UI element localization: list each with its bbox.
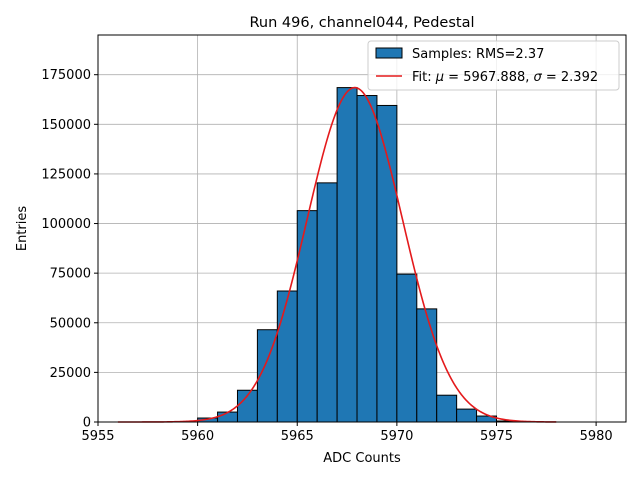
y-tick-label: 150000 <box>41 118 91 133</box>
chart-title: Run 496, channel044, Pedestal <box>249 15 474 31</box>
plot-frame <box>97 34 627 423</box>
y-axis-label: Entries <box>15 206 30 252</box>
y-tick-label: 50000 <box>50 316 91 331</box>
x-axis-label: ADC Counts <box>323 451 401 466</box>
y-tick-label: 125000 <box>41 167 91 182</box>
y-axis-ticks: 0 25000 50000 75000 100000 125000 150000 175000 <box>41 68 98 431</box>
legend-samples-swatch <box>375 47 403 59</box>
histogram-bar <box>356 95 378 423</box>
x-tick-label: 5980 <box>580 429 613 444</box>
legend-box <box>367 40 620 91</box>
y-tick-label: 75000 <box>50 267 91 282</box>
histogram-bar <box>416 308 438 423</box>
histogram-bar <box>296 210 318 423</box>
fit-curve <box>117 86 557 423</box>
x-tick-label: 5960 <box>181 429 214 444</box>
x-tick-label: 5965 <box>281 429 314 444</box>
histogram-bar <box>436 394 458 423</box>
legend-samples-label: Samples: RMS=2.37 <box>412 47 544 62</box>
histogram-bar <box>217 411 238 423</box>
legend-sigma-value: = 2.392 <box>542 70 598 85</box>
histogram-bar <box>456 408 478 423</box>
legend-fit-label: Fit: μ = 5967.888, σ = 2.392 <box>412 70 598 85</box>
histogram-bar <box>396 273 418 423</box>
y-tick-label: 175000 <box>41 68 91 83</box>
legend-mu-value: = 5967.888, <box>444 70 533 85</box>
legend-sigma-symbol: σ <box>534 70 543 85</box>
y-tick-label: 0 <box>83 416 91 431</box>
x-tick-label: 5955 <box>81 429 114 444</box>
x-axis-ticks: 5955 5960 5965 5970 5975 5980 <box>81 422 613 444</box>
x-tick-label: 5970 <box>380 429 413 444</box>
legend: Samples: RMS=2.37 Fit: μ = 5967.888, σ =… <box>367 40 620 91</box>
x-tick-label: 5975 <box>480 429 513 444</box>
histogram-bar <box>316 182 338 423</box>
y-tick-label: 25000 <box>50 366 91 381</box>
legend-mu-symbol: μ <box>435 70 444 85</box>
histogram-bar <box>276 290 298 423</box>
histogram-bar <box>336 87 358 423</box>
legend-fit-prefix: Fit: <box>412 70 436 85</box>
histogram-bars <box>197 87 517 423</box>
y-tick-label: 100000 <box>41 217 91 232</box>
